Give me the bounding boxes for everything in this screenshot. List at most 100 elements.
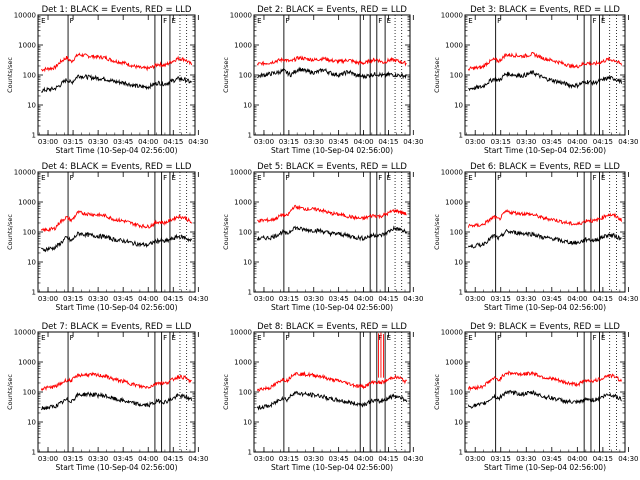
lld-series-line	[467, 51, 622, 72]
y-axis-label: Counts/sec	[6, 57, 14, 93]
interval-marker: F	[592, 174, 596, 182]
interval-marker: F	[70, 334, 74, 342]
panel-title: Det 3: BLACK = Events, RED = LLD	[470, 5, 620, 15]
interval-marker: E	[601, 17, 605, 25]
x-tick-label: 04:15	[378, 295, 398, 303]
panel-title: Det 1: BLACK = Events, RED = LLD	[42, 5, 192, 15]
x-tick-label: 04:15	[593, 295, 613, 303]
panel-title: Det 2: BLACK = Events, RED = LLD	[257, 5, 407, 15]
y-axis-label: Counts/sec	[6, 214, 14, 250]
events-series-line	[40, 74, 192, 93]
x-tick-label: 03:45	[542, 295, 562, 303]
x-tick-label: 04:00	[567, 295, 587, 303]
y-tick-label: 10000	[230, 12, 252, 20]
panel-det-6: Det 6: BLACK = Events, RED = LLD 1 10 100 10…	[433, 162, 638, 312]
x-axis-label: Start Time (10-Sep-04 02:56:00)	[56, 463, 178, 472]
interval-marker: F	[592, 17, 596, 25]
panel-title: Det 4: BLACK = Events, RED = LLD	[42, 162, 192, 172]
lld-series-line	[40, 210, 192, 233]
x-tick-label: 03:00	[38, 455, 58, 463]
x-axis-label: Start Time (10-Sep-04 02:56:00)	[484, 146, 606, 155]
y-tick-label: 1	[459, 132, 463, 140]
interval-marker: F	[285, 17, 289, 25]
x-tick-label: 03:45	[329, 138, 349, 146]
plot-frame	[464, 171, 626, 293]
x-tick-label: 03:15	[279, 138, 299, 146]
lld-series-line	[256, 55, 407, 67]
y-tick-label: 1	[248, 132, 252, 140]
interval-marker: E	[387, 174, 391, 182]
y-tick-label: 1	[248, 289, 252, 297]
y-tick-label: 100	[450, 389, 463, 397]
y-tick-label: 10000	[230, 169, 252, 177]
interval-marker: E	[387, 17, 391, 25]
interval-marker: F	[378, 334, 382, 342]
panel-title: Det 9: BLACK = Events, RED = LLD	[470, 322, 620, 332]
x-tick-label: 04:00	[567, 455, 587, 463]
x-axis-label: Start Time (10-Sep-04 02:56:00)	[271, 463, 393, 472]
x-tick-label: 03:00	[465, 138, 485, 146]
panel-det-7: Det 7: BLACK = Events, RED = LLD 1 10 100 10…	[6, 322, 208, 472]
interval-marker: F	[285, 174, 289, 182]
x-tick-label: 03:45	[542, 455, 562, 463]
interval-marker: E	[171, 334, 175, 342]
y-tick-label: 10	[27, 102, 36, 110]
x-tick-label: 03:45	[329, 455, 349, 463]
interval-marker: E	[601, 174, 605, 182]
x-tick-label: 04:30	[403, 455, 423, 463]
x-tick-label: 03:45	[113, 138, 133, 146]
x-tick-label: 03:45	[113, 295, 133, 303]
events-series-line	[257, 66, 407, 80]
x-tick-label: 03:00	[465, 295, 485, 303]
y-tick-label: 100	[239, 389, 252, 397]
x-tick-label: 03:00	[254, 455, 274, 463]
panel-det-3: Det 3: BLACK = Events, RED = LLD 1 10 100 10…	[433, 5, 638, 155]
panel-det-4: Det 4: BLACK = Events, RED = LLD 1 10 100 10…	[6, 162, 208, 312]
events-series-line	[40, 231, 192, 253]
interval-marker: E	[257, 17, 261, 25]
y-tick-label: 10	[454, 259, 463, 267]
y-tick-label: 100	[450, 229, 463, 237]
y-tick-label: 10000	[441, 329, 463, 337]
y-tick-label: 1000	[18, 42, 36, 50]
lld-series-line	[256, 370, 407, 392]
y-tick-label: 1000	[445, 359, 463, 367]
y-tick-label: 1000	[234, 359, 252, 367]
y-axis-label: Counts/sec	[433, 214, 441, 250]
x-tick-label: 03:30	[516, 455, 536, 463]
x-tick-label: 03:15	[491, 455, 511, 463]
x-tick-label: 04:30	[188, 295, 208, 303]
x-tick-label: 03:30	[88, 455, 108, 463]
y-axis-label: Counts/sec	[222, 57, 230, 93]
y-tick-label: 100	[239, 229, 252, 237]
x-tick-label: 04:30	[188, 138, 208, 146]
y-tick-label: 10000	[14, 329, 36, 337]
y-tick-label: 1000	[18, 199, 36, 207]
interval-marker: E	[41, 17, 45, 25]
y-tick-label: 10	[27, 259, 36, 267]
panel-title: Det 5: BLACK = Events, RED = LLD	[257, 162, 407, 172]
y-axis-label: Counts/sec	[433, 57, 441, 93]
x-tick-label: 03:45	[113, 455, 133, 463]
interval-marker: F	[497, 174, 501, 182]
events-series-line	[468, 70, 622, 92]
interval-marker: F	[378, 17, 382, 25]
x-tick-label: 04:00	[138, 138, 158, 146]
x-tick-label: 03:30	[304, 295, 324, 303]
y-tick-label: 100	[23, 72, 36, 80]
interval-marker: E	[468, 174, 472, 182]
x-tick-label: 04:15	[593, 138, 613, 146]
x-tick-label: 04:00	[567, 138, 587, 146]
x-tick-label: 03:45	[542, 138, 562, 146]
x-axis-label: Start Time (10-Sep-04 02:56:00)	[271, 146, 393, 155]
panel-title: Det 6: BLACK = Events, RED = LLD	[470, 162, 620, 172]
x-tick-label: 03:30	[304, 138, 324, 146]
y-tick-label: 1	[248, 449, 252, 457]
x-tick-label: 03:00	[465, 455, 485, 463]
y-tick-label: 100	[450, 72, 463, 80]
panel-det-1: Det 1: BLACK = Events, RED = LLD 1 10 100 10…	[6, 5, 208, 155]
y-tick-label: 1000	[445, 199, 463, 207]
plot-frame	[253, 331, 411, 453]
events-series-line	[41, 391, 193, 411]
x-tick-label: 04:15	[163, 138, 183, 146]
